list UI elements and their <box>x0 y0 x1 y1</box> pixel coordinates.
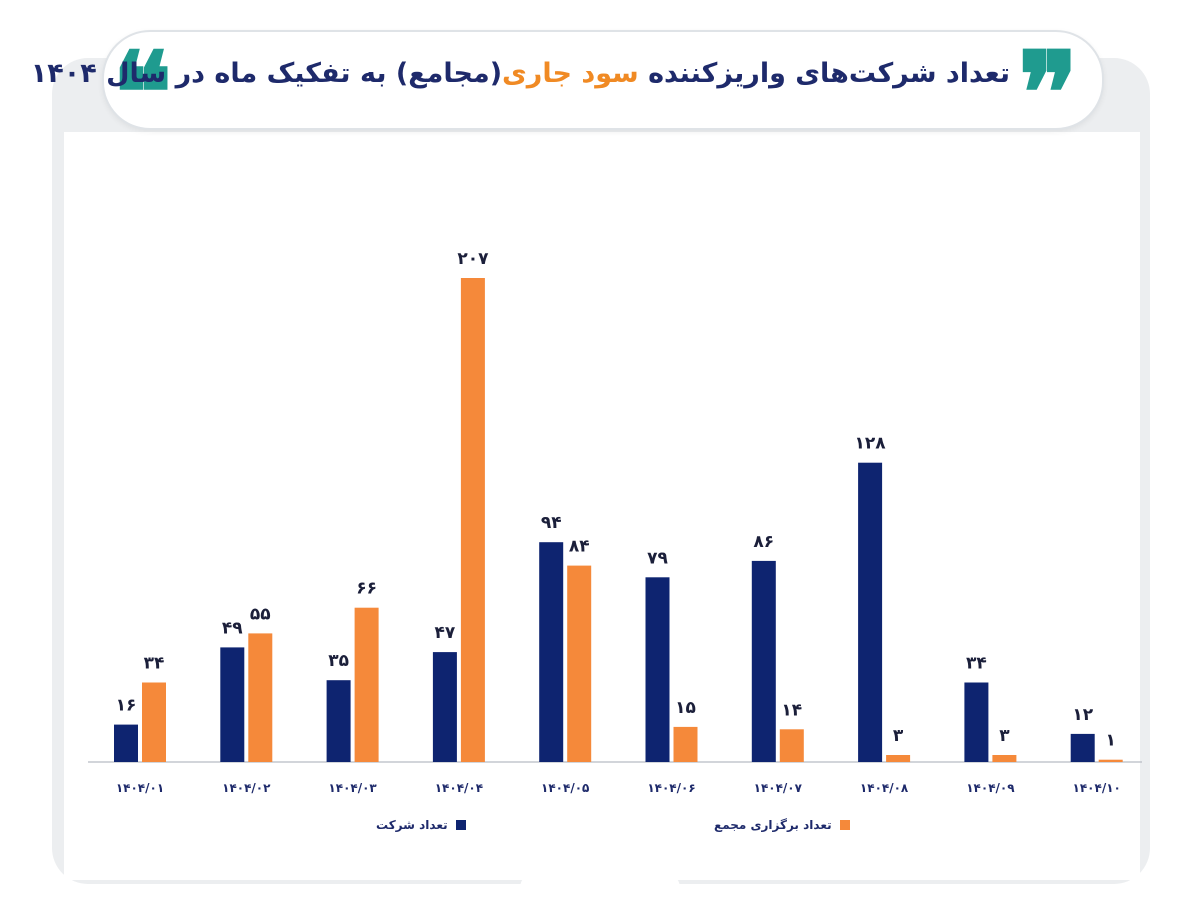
x-tick-label-7: ۱۴۰۴/۰۷ <box>754 781 803 795</box>
x-tick-label-8: ۱۴۰۴/۰۸ <box>860 781 909 795</box>
x-tick-label-3: ۱۴۰۴/۰۳ <box>328 781 377 795</box>
data-label-company-6: ۷۹ <box>647 548 668 568</box>
data-label-company-8: ۱۲۸ <box>855 434 887 454</box>
bar-company-1 <box>114 724 138 762</box>
bar-company-7 <box>751 560 776 762</box>
legend-item-meeting: تعداد برگزاری مجمع <box>714 818 850 832</box>
title-part-1: تعداد شرکت‌های واریزکننده <box>648 58 1010 89</box>
bar-meeting-6 <box>673 726 698 762</box>
title-accent: سود جاری <box>502 58 639 89</box>
bar-company-10 <box>1070 733 1095 762</box>
data-labels-group: ۱۶ ۳۴ ۴۹ ۵۵ ۳۵ ۶۶ ۴۷ ۲۰۷ ۹۴ ۸۴ ۷۹ ۱۵ ۸۶ ۱۴ ۱۲۸ ۳ ۳۴ ۳ ۱۲ ۱ <box>116 249 1116 751</box>
x-tick-label-2: ۱۴۰۴/۰۲ <box>222 781 271 795</box>
data-label-company-4: ۴۷ <box>435 623 456 643</box>
data-label-company-9: ۳۴ <box>966 654 987 674</box>
bar-meeting-8 <box>886 755 911 762</box>
data-label-meeting-10: ۱ <box>1106 731 1116 751</box>
x-tick-label-5: ۱۴۰۴/۰۵ <box>541 781 589 795</box>
data-label-company-7: ۸۶ <box>753 532 774 552</box>
bar-company-2 <box>220 647 245 762</box>
legend-item-company: تعداد شرکت <box>376 818 466 832</box>
data-label-company-2: ۴۹ <box>222 618 243 638</box>
data-label-meeting-1: ۳۴ <box>144 654 165 674</box>
data-label-meeting-7: ۱۴ <box>781 700 802 720</box>
bar-meeting-2 <box>248 633 273 762</box>
x-tick-label-4: ۱۴۰۴/۰۴ <box>435 781 483 795</box>
data-label-meeting-4: ۲۰۷ <box>457 249 489 269</box>
bars-group <box>114 278 1123 762</box>
chart-title: تعداد شرکت‌های واریزکننده سود جاری(مجامع… <box>31 52 1010 96</box>
title-banner <box>102 30 1104 130</box>
bar-company-8 <box>858 462 883 762</box>
bar-company-5 <box>539 542 564 762</box>
legend-label-company: تعداد شرکت <box>376 818 448 832</box>
data-label-meeting-9: ۳ <box>999 726 1010 746</box>
bar-company-6 <box>645 577 670 762</box>
legend-label-meeting: تعداد برگزاری مجمع <box>714 818 832 832</box>
data-label-company-5: ۹۴ <box>541 513 562 533</box>
x-tick-label-6: ۱۴۰۴/۰۶ <box>647 781 695 795</box>
data-label-meeting-3: ۶۶ <box>356 579 377 599</box>
legend-swatch-meeting <box>839 820 850 830</box>
legend-swatch-company <box>455 820 466 830</box>
data-label-meeting-8: ۳ <box>893 726 904 746</box>
data-label-meeting-6: ۱۵ <box>675 698 696 718</box>
bar-meeting-5 <box>567 565 592 762</box>
bar-company-4 <box>432 652 457 762</box>
title-part-2: (مجامع) به تفکیک ماه در سال ۱۴۰۴ <box>30 58 503 89</box>
quote-open-icon: ❝ <box>112 28 173 159</box>
data-label-company-3: ۳۵ <box>328 651 349 671</box>
bar-company-3 <box>326 680 351 762</box>
bottom-tab-decoration <box>520 872 680 900</box>
bar-meeting-4 <box>460 278 485 762</box>
x-tick-labels-group: ۱۴۰۴/۰۱ ۱۴۰۴/۰۲ ۱۴۰۴/۰۳ ۱۴۰۴/۰۴ ۱۴۰۴/۰۵ ۱۴۰۴/… <box>116 781 1121 795</box>
x-tick-label-10: ۱۴۰۴/۱۰ <box>1073 781 1121 795</box>
bar-meeting-10 <box>1098 759 1123 762</box>
x-tick-label-9: ۱۴۰۴/۰۹ <box>966 781 1015 795</box>
data-label-meeting-5: ۸۴ <box>569 537 590 557</box>
x-tick-label-1: ۱۴۰۴/۰۱ <box>116 781 164 795</box>
bar-meeting-3 <box>354 607 379 762</box>
data-label-meeting-2: ۵۵ <box>250 604 271 624</box>
bar-meeting-9 <box>992 755 1017 762</box>
data-label-company-1: ۱۶ <box>116 696 137 716</box>
data-label-company-10: ۱۲ <box>1072 705 1093 725</box>
quote-close-icon: ❞ <box>1018 28 1079 159</box>
bar-company-9 <box>964 682 989 762</box>
bar-meeting-7 <box>779 729 804 762</box>
bar-meeting-1 <box>142 682 166 762</box>
